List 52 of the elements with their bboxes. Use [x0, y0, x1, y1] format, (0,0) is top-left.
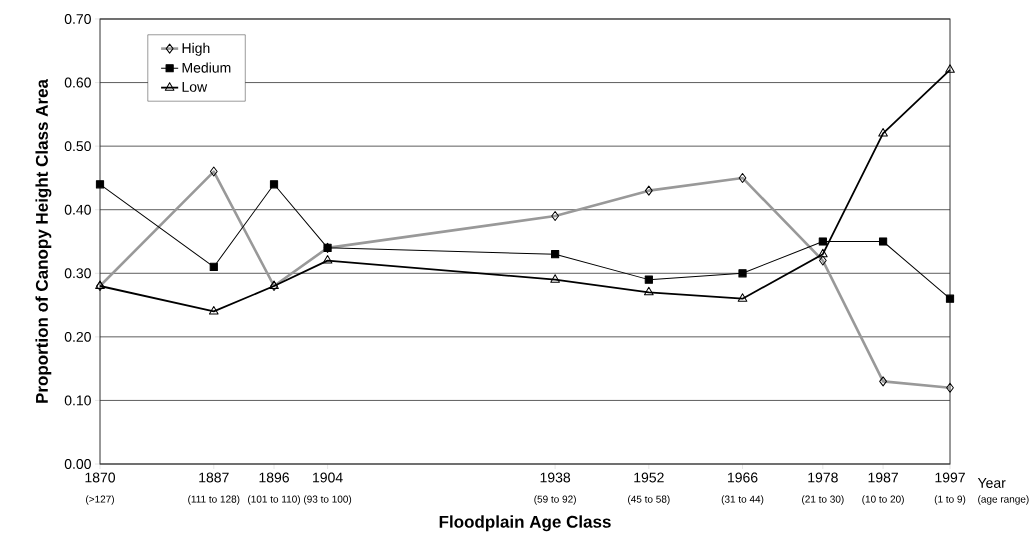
legend-label: High: [182, 42, 210, 56]
x-tick-label: 1896: [259, 472, 289, 483]
x-axis-title: Floodplain Age Class: [439, 515, 611, 532]
point: [818, 248, 828, 258]
y-axis-title: Proportion of Canopy Height Class Area: [35, 78, 52, 403]
y-tick-label: 0.00: [64, 459, 91, 469]
point: [878, 127, 888, 137]
x-tick-label: 1904: [313, 472, 343, 483]
x-tick-label: 1978: [808, 472, 838, 483]
text: (59 to 92): [534, 495, 576, 505]
x-tick-label: 1870: [85, 472, 116, 483]
y-tick-label: 0.10: [64, 395, 91, 406]
y-tick-label: 0.30: [64, 268, 91, 279]
text: (10 to 20): [862, 495, 904, 505]
text: (>127): [86, 495, 114, 505]
legend-label: Medium: [182, 62, 231, 73]
x-tick-label: 1987: [868, 472, 898, 483]
y-tick-label: 0.60: [64, 77, 91, 88]
x-tick-label: 1887: [199, 472, 229, 483]
point: [209, 262, 218, 272]
point: [644, 286, 654, 296]
text: (111 to 128): [188, 495, 240, 505]
point: [208, 305, 219, 315]
y-tick-label: 0.40: [64, 204, 91, 215]
point: [818, 237, 827, 246]
text: (93 to 100): [304, 495, 352, 505]
text: (45 to 58): [628, 495, 670, 505]
point: [269, 180, 279, 189]
text: Year: [977, 478, 1006, 488]
y-tick-label: 0.50: [64, 141, 91, 152]
text: (31 to 44): [721, 495, 764, 505]
point: [95, 180, 105, 189]
point: [322, 255, 333, 264]
point: [737, 293, 748, 302]
point: [945, 294, 955, 303]
point: [550, 274, 560, 283]
x-tick-label: 1966: [728, 472, 758, 483]
y-tick-label: 0.20: [64, 331, 91, 342]
legend-label: Low: [182, 82, 208, 92]
text: (101 to 110): [248, 495, 300, 505]
point: [551, 250, 560, 259]
x-tick-label: 1997: [935, 472, 965, 483]
text: (21 to 30): [802, 495, 844, 505]
x-tick-label: 1938: [540, 472, 571, 483]
point: [878, 237, 888, 246]
point: [945, 64, 955, 73]
text: (age range): [978, 495, 1029, 505]
text: (1 to 9): [934, 495, 966, 505]
point: [644, 275, 653, 284]
point: [738, 269, 747, 278]
y-tick-label: 0.70: [64, 14, 91, 24]
x-tick-label: 1952: [634, 472, 664, 483]
